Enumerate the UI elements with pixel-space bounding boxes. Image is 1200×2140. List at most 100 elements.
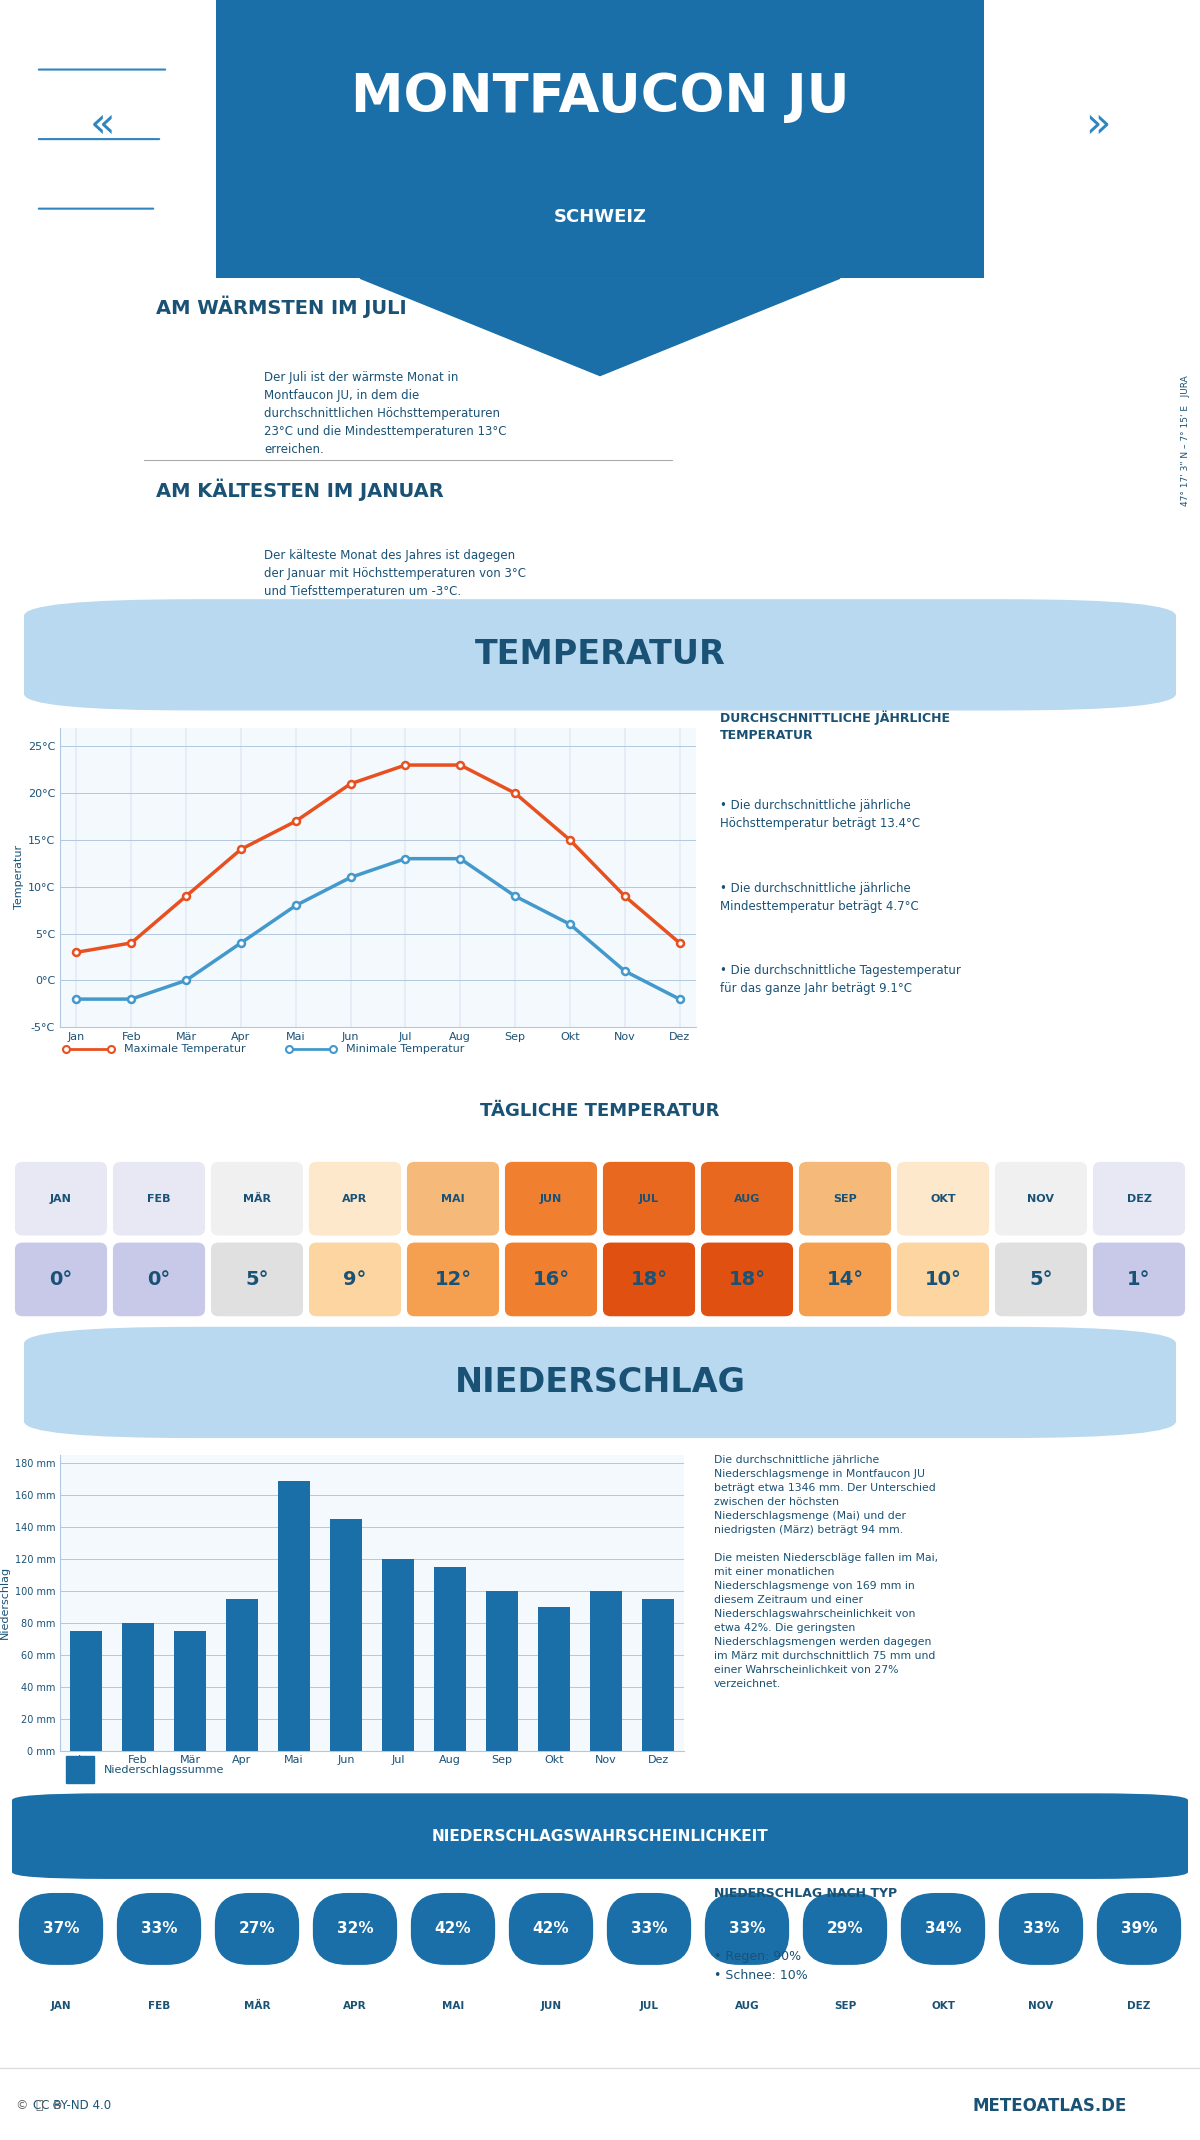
FancyBboxPatch shape [308,1162,401,1235]
Text: TEMPERATUR: TEMPERATUR [475,638,725,672]
FancyBboxPatch shape [602,1162,695,1235]
Text: 42%: 42% [533,1922,569,1937]
Text: 37%: 37% [43,1922,79,1937]
Text: 10°: 10° [924,1269,961,1288]
Bar [174,1631,205,1751]
Text: 5°: 5° [1030,1269,1052,1288]
Text: Der Juli ist der wärmste Monat in
Montfaucon JU, in dem die
durchschnittlichen H: Der Juli ist der wärmste Monat in Montfa… [264,370,506,456]
Text: Maximale Temperatur: Maximale Temperatur [124,1044,245,1053]
Bar [330,1519,361,1751]
Bar [227,1599,258,1751]
Text: JUN: JUN [540,1194,562,1203]
FancyBboxPatch shape [116,1894,202,1965]
Text: METEOATLAS.DE: METEOATLAS.DE [973,2097,1127,2114]
FancyBboxPatch shape [1093,1243,1186,1316]
Text: APR: APR [343,2001,367,2012]
Text: Niederschlagssumme: Niederschlagssumme [103,1766,224,1774]
FancyBboxPatch shape [901,1894,985,1965]
FancyBboxPatch shape [113,1162,205,1235]
Bar [434,1566,466,1751]
Text: • Regen: 90%
• Schnee: 10%: • Regen: 90% • Schnee: 10% [714,1950,808,1982]
Text: FEB: FEB [148,1194,170,1203]
Text: JUL: JUL [640,2001,659,2012]
Text: MÄR: MÄR [242,1194,271,1203]
FancyBboxPatch shape [211,1162,304,1235]
Polygon shape [360,278,840,377]
FancyBboxPatch shape [799,1162,892,1235]
Bar [486,1590,517,1751]
FancyBboxPatch shape [701,1243,793,1316]
Text: 33%: 33% [1022,1922,1060,1937]
Bar [642,1599,673,1751]
FancyBboxPatch shape [215,1894,299,1965]
FancyBboxPatch shape [799,1243,892,1316]
Text: Der kälteste Monat des Jahres ist dagegen
der Januar mit Höchsttemperaturen von : Der kälteste Monat des Jahres ist dagege… [264,548,526,597]
Text: DEZ: DEZ [1127,1194,1152,1203]
FancyBboxPatch shape [896,1243,989,1316]
Bar [66,1757,95,1783]
Text: DEZ: DEZ [1127,2001,1151,2012]
Text: 42%: 42% [434,1922,472,1937]
Text: JAN: JAN [50,2001,71,2012]
FancyBboxPatch shape [1097,1894,1181,1965]
Text: JUL: JUL [640,1194,659,1203]
Text: 33%: 33% [728,1922,766,1937]
Text: • Die durchschnittliche Tagestemperatur
für das ganze Jahr beträgt 9.1°C: • Die durchschnittliche Tagestemperatur … [720,963,961,995]
Text: AUG: AUG [734,2001,760,2012]
Text: 5°: 5° [245,1269,269,1288]
FancyBboxPatch shape [308,1243,401,1316]
FancyBboxPatch shape [407,1162,499,1235]
Text: MONTFAUCON JU: MONTFAUCON JU [350,71,850,124]
Text: JAN: JAN [50,1194,72,1203]
Text: 0°: 0° [49,1269,73,1288]
Text: 33%: 33% [631,1922,667,1937]
Text: ⊜: ⊜ [53,2099,62,2112]
FancyBboxPatch shape [803,1894,887,1965]
Text: Die durchschnittliche jährliche
Niederschlagsmenge in Montfaucon JU
beträgt etwa: Die durchschnittliche jährliche Niedersc… [714,1455,938,1688]
FancyBboxPatch shape [24,599,1176,710]
Text: 34%: 34% [925,1922,961,1937]
Text: MÄR: MÄR [244,2001,270,2012]
Text: ⓘ: ⓘ [36,2099,43,2112]
Text: «: « [89,105,115,146]
Text: 16°: 16° [533,1269,570,1288]
Text: • Die durchschnittliche jährliche
Höchsttemperatur beträgt 13.4°C: • Die durchschnittliche jährliche Höchst… [720,798,920,830]
Text: AUG: AUG [734,1194,760,1203]
FancyBboxPatch shape [701,1162,793,1235]
Text: 29%: 29% [827,1922,863,1937]
Text: TÄGLICHE TEMPERATUR: TÄGLICHE TEMPERATUR [480,1102,720,1119]
FancyBboxPatch shape [211,1243,304,1316]
FancyBboxPatch shape [113,1243,205,1316]
Text: • Die durchschnittliche jährliche
Mindesttemperatur beträgt 4.7°C: • Die durchschnittliche jährliche Mindes… [720,882,919,912]
FancyBboxPatch shape [509,1894,593,1965]
FancyBboxPatch shape [995,1243,1087,1316]
Bar [216,0,984,278]
Text: 0°: 0° [148,1269,170,1288]
Text: JUN: JUN [540,2001,562,2012]
Bar [539,1607,570,1751]
Text: 47° 17' 3" N – 7° 15' E   JURA: 47° 17' 3" N – 7° 15' E JURA [1182,374,1190,507]
Text: AM KÄLTESTEN IM JANUAR: AM KÄLTESTEN IM JANUAR [156,479,444,501]
Text: Minimale Temperatur: Minimale Temperatur [347,1044,464,1053]
FancyBboxPatch shape [19,1894,103,1965]
FancyBboxPatch shape [602,1243,695,1316]
Bar [590,1590,622,1751]
FancyBboxPatch shape [896,1162,989,1235]
Text: 39%: 39% [1121,1922,1157,1937]
Text: NIEDERSCHLAG NACH TYP: NIEDERSCHLAG NACH TYP [714,1887,898,1900]
Y-axis label: Niederschlag: Niederschlag [0,1566,11,1639]
FancyBboxPatch shape [14,1243,107,1316]
FancyBboxPatch shape [12,1793,1188,1879]
Text: NIEDERSCHLAGSWAHRSCHEINLICHKEIT: NIEDERSCHLAGSWAHRSCHEINLICHKEIT [432,1828,768,1845]
Text: 14°: 14° [827,1269,864,1288]
Text: DURCHSCHNITTLICHE JÄHRLICHE
TEMPERATUR: DURCHSCHNITTLICHE JÄHRLICHE TEMPERATUR [720,710,950,743]
Text: ©: © [16,2099,28,2112]
Text: CC BY-ND 4.0: CC BY-ND 4.0 [32,2099,112,2112]
FancyBboxPatch shape [1093,1162,1186,1235]
FancyBboxPatch shape [407,1243,499,1316]
Text: NOV: NOV [1028,2001,1054,2012]
Text: »: » [1085,105,1111,146]
FancyBboxPatch shape [998,1894,1084,1965]
Text: SEP: SEP [834,2001,856,2012]
FancyBboxPatch shape [704,1894,790,1965]
